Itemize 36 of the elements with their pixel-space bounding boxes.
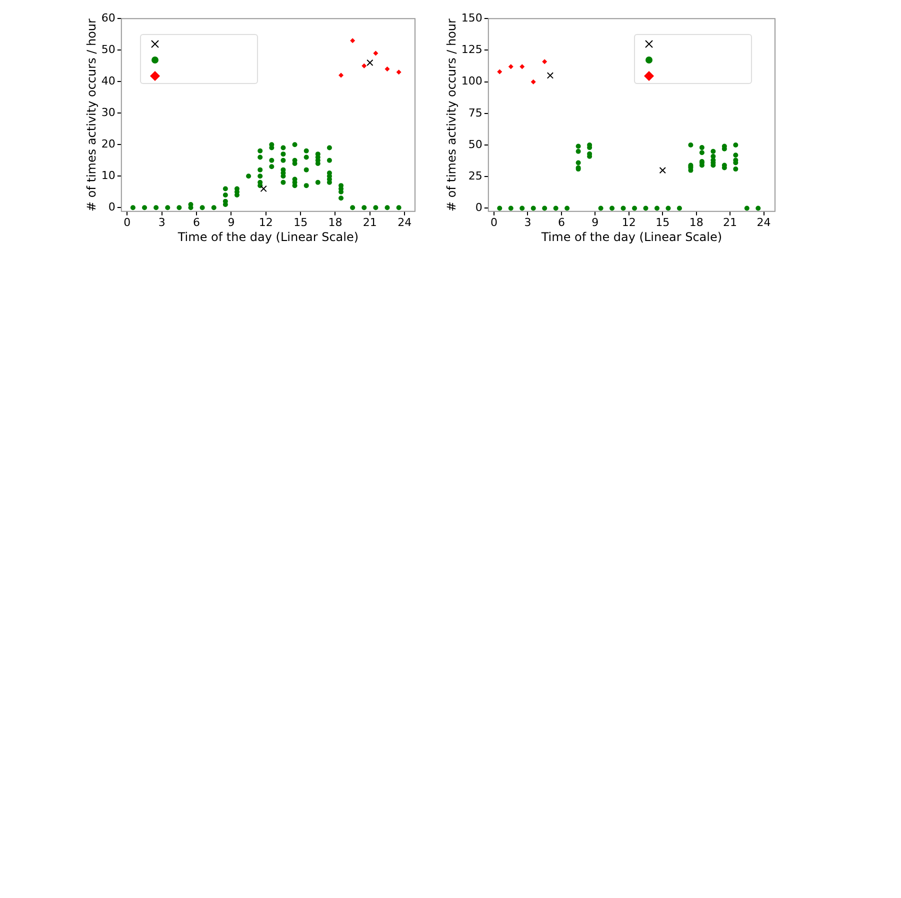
x-tick-label: 3 — [158, 216, 166, 229]
x-axis-title: Time of the day (Linear Scale) — [540, 230, 722, 244]
x-tick-label: 12 — [258, 216, 273, 229]
x-tick-label: 21 — [362, 216, 377, 229]
y-axis-title: # of times activity occurs / hour — [444, 18, 458, 212]
x-tick-label: 9 — [592, 216, 599, 229]
x-tick-label: 24 — [398, 216, 412, 229]
x-tick-label: 6 — [558, 216, 565, 229]
y-tick-label: 125 — [461, 43, 482, 56]
x-tick-label: 6 — [193, 216, 200, 229]
y-tick-label: 75 — [468, 106, 482, 120]
x-tick-label: 21 — [723, 216, 738, 229]
x-tick-label: 0 — [490, 216, 498, 229]
y-tick-label: 20 — [101, 137, 116, 150]
y-tick-label: 150 — [461, 11, 482, 24]
x-tick-label: 15 — [656, 216, 670, 229]
x-axis-title: Time of the day (Linear Scale) — [176, 230, 359, 244]
x-tick-label: 9 — [228, 216, 235, 229]
y-tick-label: 30 — [101, 106, 116, 119]
y-axis-title: # of times activity occurs / hour — [84, 18, 98, 212]
x-tick-label: 24 — [756, 216, 771, 229]
x-tick-label: 3 — [524, 216, 532, 229]
x-tick-label: 15 — [294, 216, 308, 229]
x-tick-label: 18 — [689, 216, 704, 229]
y-tick-label: 10 — [101, 168, 116, 182]
x-tick-label: 18 — [328, 216, 342, 229]
y-tick-label: 0 — [475, 201, 482, 214]
y-tick-label: 50 — [101, 42, 116, 56]
y-tick-label: 0 — [108, 200, 116, 214]
y-tick-label: 100 — [461, 74, 482, 88]
x-tick-label: 12 — [622, 216, 636, 229]
y-tick-label: 40 — [101, 74, 116, 88]
y-tick-label: 60 — [101, 11, 116, 24]
x-tick-label: 0 — [124, 216, 131, 229]
y-tick-label: 25 — [468, 169, 482, 182]
y-tick-label: 50 — [468, 138, 482, 151]
